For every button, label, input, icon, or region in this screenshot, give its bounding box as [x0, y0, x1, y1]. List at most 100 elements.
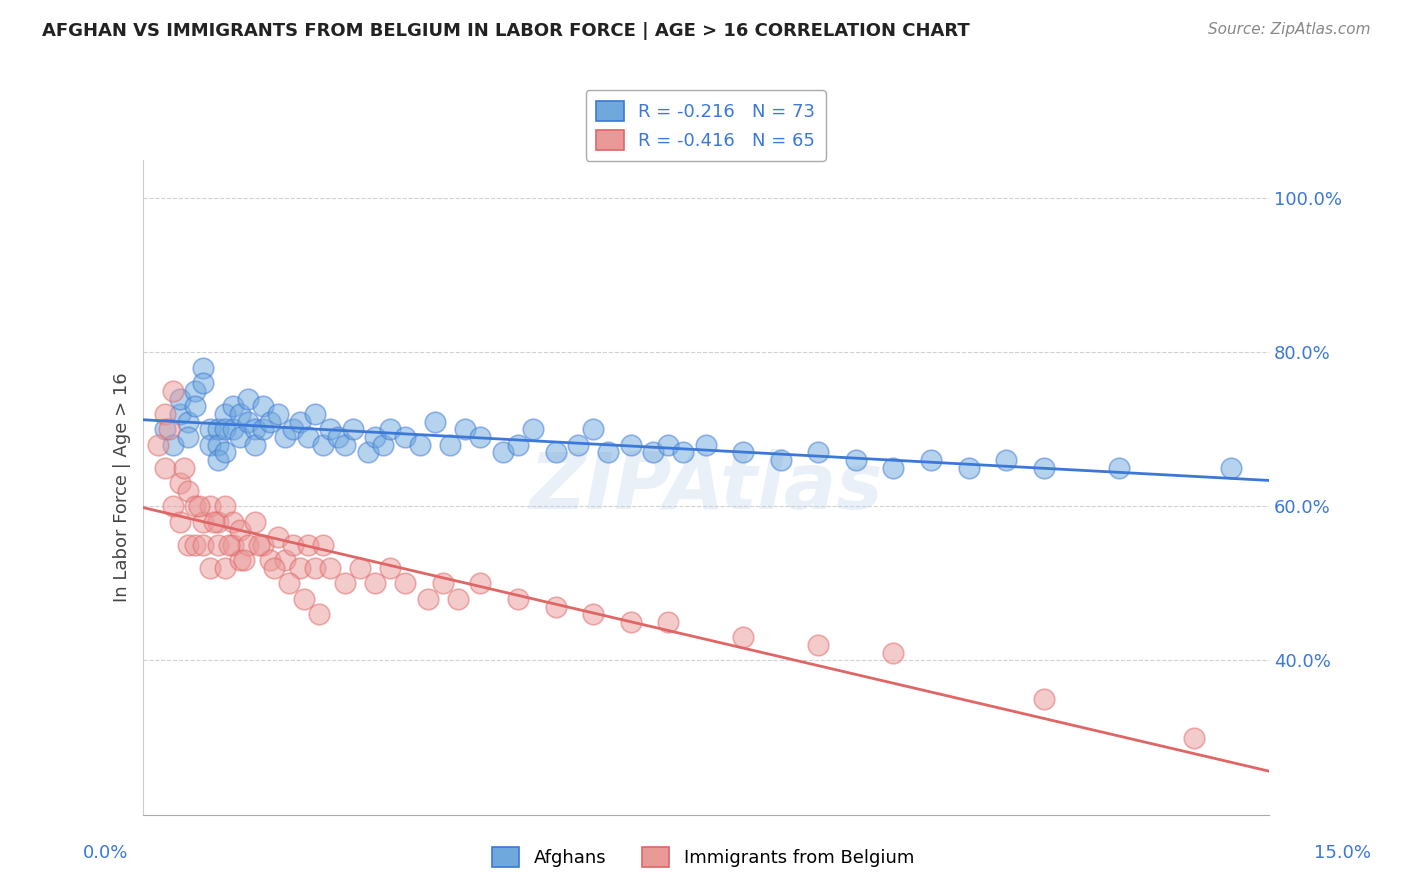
Point: [259, 415, 281, 429]
Point: [643, 445, 665, 459]
Point: [214, 500, 236, 514]
Point: [162, 438, 184, 452]
Point: [319, 561, 342, 575]
Point: [335, 438, 357, 452]
Point: [304, 407, 326, 421]
Point: [454, 422, 477, 436]
Point: [263, 561, 285, 575]
Point: [221, 515, 243, 529]
Point: [198, 438, 221, 452]
Point: [173, 461, 195, 475]
Point: [198, 500, 221, 514]
Point: [229, 430, 252, 444]
Point: [221, 399, 243, 413]
Point: [236, 392, 259, 406]
Point: [672, 445, 695, 459]
Point: [153, 422, 176, 436]
Point: [243, 422, 266, 436]
Point: [312, 538, 335, 552]
Point: [995, 453, 1018, 467]
Point: [695, 438, 717, 452]
Point: [184, 384, 207, 398]
Point: [506, 591, 529, 606]
Point: [176, 430, 198, 444]
Point: [232, 553, 254, 567]
Point: [657, 438, 679, 452]
Text: AFGHAN VS IMMIGRANTS FROM BELGIUM IN LABOR FORCE | AGE > 16 CORRELATION CHART: AFGHAN VS IMMIGRANTS FROM BELGIUM IN LAB…: [42, 22, 970, 40]
Point: [290, 415, 312, 429]
Point: [304, 561, 326, 575]
Point: [380, 561, 402, 575]
Point: [236, 415, 259, 429]
Point: [470, 576, 492, 591]
Point: [218, 538, 240, 552]
Point: [229, 407, 252, 421]
Point: [191, 515, 214, 529]
Point: [598, 445, 620, 459]
Point: [432, 576, 454, 591]
Point: [357, 445, 380, 459]
Point: [191, 360, 214, 375]
Point: [349, 561, 371, 575]
Legend: Afghans, Immigrants from Belgium: Afghans, Immigrants from Belgium: [485, 839, 921, 874]
Point: [409, 438, 432, 452]
Point: [522, 422, 544, 436]
Point: [297, 430, 319, 444]
Point: [169, 407, 191, 421]
Point: [162, 384, 184, 398]
Point: [207, 515, 229, 529]
Point: [957, 461, 980, 475]
Point: [733, 631, 755, 645]
Point: [202, 515, 225, 529]
Point: [292, 591, 315, 606]
Point: [214, 407, 236, 421]
Point: [236, 538, 259, 552]
Point: [620, 438, 643, 452]
Point: [506, 438, 529, 452]
Point: [229, 553, 252, 567]
Point: [290, 561, 312, 575]
Point: [1108, 461, 1130, 475]
Point: [1032, 461, 1054, 475]
Point: [845, 453, 868, 467]
Point: [364, 430, 387, 444]
Point: [221, 422, 243, 436]
Point: [267, 530, 290, 544]
Point: [807, 638, 830, 652]
Text: 0.0%: 0.0%: [83, 844, 128, 862]
Point: [176, 415, 198, 429]
Text: Source: ZipAtlas.com: Source: ZipAtlas.com: [1208, 22, 1371, 37]
Point: [544, 445, 567, 459]
Point: [807, 445, 830, 459]
Point: [214, 561, 236, 575]
Point: [274, 553, 297, 567]
Point: [191, 538, 214, 552]
Point: [221, 538, 243, 552]
Point: [252, 422, 274, 436]
Point: [198, 422, 221, 436]
Point: [252, 538, 274, 552]
Point: [259, 553, 281, 567]
Point: [153, 407, 176, 421]
Point: [447, 591, 470, 606]
Point: [394, 430, 416, 444]
Point: [247, 538, 270, 552]
Point: [169, 392, 191, 406]
Text: 15.0%: 15.0%: [1315, 844, 1371, 862]
Point: [335, 576, 357, 591]
Point: [733, 445, 755, 459]
Point: [1220, 461, 1243, 475]
Point: [492, 445, 515, 459]
Point: [342, 422, 364, 436]
Point: [567, 438, 589, 452]
Point: [297, 538, 319, 552]
Point: [252, 399, 274, 413]
Point: [162, 500, 184, 514]
Point: [146, 438, 169, 452]
Point: [243, 438, 266, 452]
Point: [920, 453, 942, 467]
Point: [620, 615, 643, 629]
Point: [380, 422, 402, 436]
Point: [207, 453, 229, 467]
Point: [371, 438, 394, 452]
